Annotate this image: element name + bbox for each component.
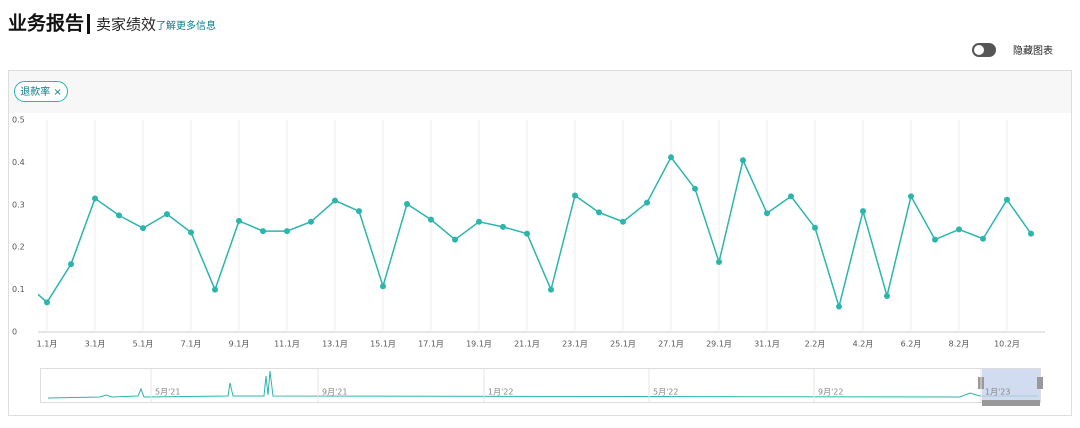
x-tick-label: 7.1月: [181, 340, 202, 349]
x-tick-label: 15.1月: [370, 340, 396, 349]
x-tick-label: 19.1月: [466, 340, 492, 349]
data-point: [572, 192, 578, 199]
data-point: [668, 154, 674, 161]
y-tick-label: 0: [12, 328, 17, 337]
navigator-line: [47, 370, 1038, 399]
data-point: [116, 212, 122, 219]
subtitle: 卖家绩效: [96, 16, 156, 34]
page-title: 业务报告: [8, 12, 84, 35]
x-tick-label: 6.2月: [901, 340, 922, 349]
y-tick-label: 0.5: [12, 116, 25, 125]
data-point: [356, 208, 362, 215]
data-point: [836, 303, 842, 310]
data-point: [140, 225, 146, 232]
data-point: [908, 193, 914, 200]
data-point: [812, 224, 818, 231]
data-point: [716, 259, 722, 266]
x-tick-label: 11.1月: [274, 340, 300, 349]
data-point: [212, 286, 218, 293]
navigator-scrollbar[interactable]: [982, 400, 1040, 406]
data-point: [164, 211, 170, 218]
x-tick-label: 10.2月: [994, 340, 1020, 349]
data-point: [620, 218, 626, 225]
data-point: [332, 197, 338, 204]
plot: 0 0.1 0.2 0.3 0.4 0.5 1.1月 3.1月 5.1月 7.1月 9.1月 11.1…: [12, 116, 1045, 349]
data-point: [548, 286, 554, 293]
navigator[interactable]: [40, 368, 1041, 403]
navigator-label: 9月'22: [818, 388, 843, 397]
data-point: [428, 216, 434, 223]
navigator-label: 5月'22: [653, 388, 678, 397]
x-tick-label: 2.2月: [805, 340, 826, 349]
x-tick-label: 9.1月: [229, 340, 250, 349]
data-point: [980, 235, 986, 242]
data-point: [740, 157, 746, 164]
navigator-label: 5月'21: [155, 388, 180, 397]
toggle-label: 隐藏图表: [1013, 44, 1053, 57]
x-tick-label: 29.1月: [706, 340, 732, 349]
data-point: [884, 292, 890, 299]
data-point: [932, 236, 938, 243]
divider: [87, 14, 90, 34]
data-point: [956, 226, 962, 233]
y-tick-label: 0.3: [12, 200, 25, 209]
data-point: [644, 199, 650, 206]
learn-more-link[interactable]: 了解更多信息: [156, 19, 216, 32]
navigator-label: 1月'22: [488, 388, 513, 397]
navigator-selection[interactable]: [982, 369, 1040, 402]
x-tick-label: 1.1月: [37, 340, 58, 349]
series: [38, 154, 1034, 310]
navigator-label: 1月'23: [985, 388, 1010, 397]
x-tick-label: 23.1月: [562, 340, 588, 349]
data-point: [68, 261, 74, 268]
data-point: [284, 228, 290, 235]
x-tick-label: 31.1月: [754, 340, 780, 349]
data-point: [188, 229, 194, 236]
data-point: [476, 218, 482, 225]
navigator-labels: 5月'21 9月'21 1月'22 5月'22 9月'22 1月'23: [150, 369, 1010, 402]
data-point: [308, 218, 314, 225]
x-tick-label: 17.1月: [418, 340, 444, 349]
navigator-label: 9月'21: [322, 388, 347, 397]
data-point: [404, 200, 410, 207]
metric-chip[interactable]: [14, 81, 68, 102]
data-point: [500, 223, 506, 230]
data-point: [452, 236, 458, 243]
data-point: [1004, 196, 1010, 203]
data-point: [860, 208, 866, 215]
x-tick-label: 4.2月: [853, 340, 874, 349]
chip-label: 退款率 ×: [20, 85, 62, 98]
data-point: [260, 228, 266, 235]
data-point: [596, 209, 602, 216]
y-tick-label: 0.4: [12, 158, 25, 167]
toggle-knob: [974, 45, 984, 55]
x-tick-label: 5.1月: [133, 340, 154, 349]
y-tick-label: 0.2: [12, 243, 25, 252]
chart-panel: [8, 70, 1072, 416]
x-tick-label: 21.1月: [514, 340, 540, 349]
x-tick-label: 25.1月: [610, 340, 636, 349]
x-tick-label: 8.2月: [949, 340, 970, 349]
data-point: [692, 185, 698, 192]
y-tick-label: 0.1: [12, 285, 25, 294]
data-point: [1028, 230, 1034, 237]
data-point: [764, 210, 770, 217]
data-point: [380, 283, 386, 290]
data-point: [44, 299, 50, 306]
x-tick-label: 13.1月: [322, 340, 348, 349]
x-tick-label: 27.1月: [658, 340, 684, 349]
panel-header: [9, 71, 1071, 113]
data-point: [524, 230, 530, 237]
data-point: [92, 195, 98, 202]
data-point: [788, 193, 794, 200]
x-tick-label: 3.1月: [85, 340, 106, 349]
navigator-handle[interactable]: [1037, 377, 1043, 389]
data-point: [236, 217, 242, 224]
